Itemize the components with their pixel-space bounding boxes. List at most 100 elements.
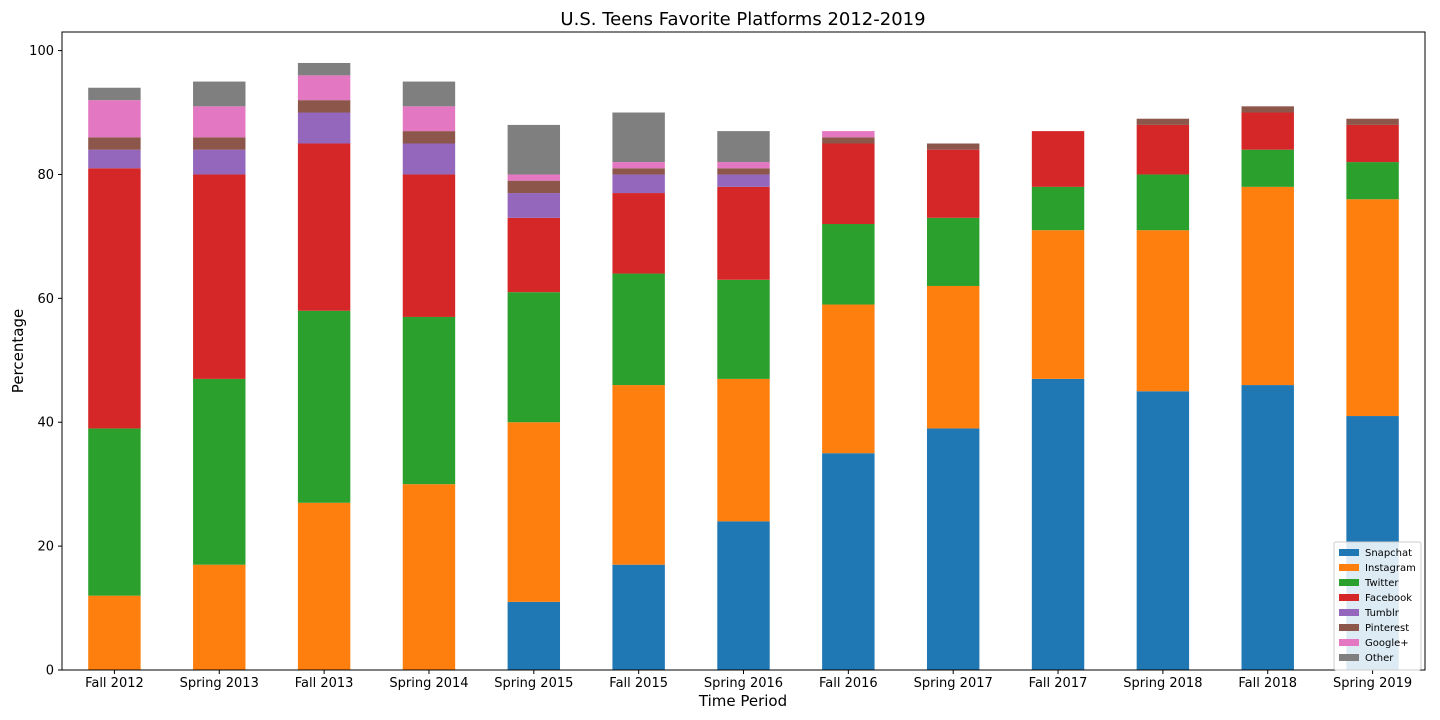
bar-segment-facebook-2 (297, 143, 351, 311)
legend-label: Instagram (1365, 563, 1416, 574)
legend-label: Twitter (1364, 578, 1399, 589)
bar-segment-snapchat-8 (926, 428, 980, 670)
x-tick-label: Spring 2013 (180, 676, 259, 691)
bar-segment-instagram-8 (926, 285, 980, 429)
bar-segment-twitter-4 (507, 292, 561, 423)
bar-segment-instagram-5 (612, 385, 665, 565)
bar-segment-tumblr-6 (717, 174, 770, 187)
legend-box (1333, 541, 1422, 671)
bar-segment-tumblr-3 (402, 143, 456, 175)
bars-group (88, 62, 1399, 670)
bar-segment-pinterest-11 (1241, 106, 1294, 113)
bar-segment-google--0 (88, 100, 141, 138)
y-axis-label: Percentage (9, 309, 27, 393)
bar-segment-tumblr-2 (297, 112, 351, 144)
x-tick-label: Fall 2016 (819, 676, 878, 691)
bar-segment-other-1 (193, 81, 246, 107)
bar-segment-snapchat-7 (822, 453, 875, 670)
legend-label: Other (1365, 653, 1394, 664)
bar-segment-other-5 (612, 112, 665, 163)
bar-segment-twitter-6 (717, 279, 770, 379)
bar-segment-snapchat-10 (1136, 391, 1190, 670)
legend: Snapchat Instagram Twitter Facebook Tumblr Pi… (1333, 541, 1422, 671)
x-tick-label: Spring 2018 (1123, 676, 1202, 691)
bar-segment-google--5 (612, 162, 665, 169)
bar-segment-instagram-11 (1241, 186, 1294, 386)
x-tick-label: Spring 2015 (494, 676, 573, 691)
bar-segment-twitter-10 (1136, 174, 1190, 231)
bar-segment-instagram-7 (822, 304, 875, 454)
bar-segment-twitter-8 (926, 217, 980, 286)
bar-segment-pinterest-10 (1136, 118, 1190, 125)
bar-segment-facebook-6 (717, 186, 770, 280)
legend-swatch-instagram (1339, 564, 1359, 571)
y-tick-label: 0 (46, 664, 54, 679)
bar-segment-other-3 (402, 81, 456, 107)
bar-segment-twitter-12 (1346, 162, 1399, 200)
y-tick-label: 40 (37, 416, 54, 431)
bar-segment-twitter-3 (402, 316, 456, 485)
bar-segment-tumblr-5 (612, 174, 665, 194)
bar-segment-pinterest-5 (612, 168, 665, 175)
y-tick-label: 100 (29, 44, 54, 59)
bar-segment-pinterest-7 (822, 137, 875, 144)
bar-segment-facebook-12 (1346, 124, 1399, 163)
bar-segment-instagram-2 (297, 502, 351, 670)
legend-label: Google+ (1365, 638, 1409, 649)
bar-segment-snapchat-5 (612, 564, 665, 670)
legend-label: Tumblr (1364, 608, 1400, 619)
y-tick-label: 80 (37, 168, 54, 183)
x-tick-label: Fall 2013 (295, 676, 354, 691)
bar-segment-instagram-12 (1346, 199, 1399, 417)
bar-segment-google--4 (507, 174, 561, 181)
y-tick-label: 60 (37, 292, 54, 307)
bar-segment-instagram-4 (507, 422, 561, 602)
bar-segment-google--3 (402, 106, 456, 132)
bar-segment-other-0 (88, 87, 141, 101)
bar-segment-google--1 (193, 106, 246, 138)
bar-segment-facebook-1 (193, 174, 246, 379)
legend-swatch-google- (1339, 639, 1359, 646)
bar-segment-facebook-8 (926, 149, 980, 218)
x-tick-label: Spring 2014 (389, 676, 468, 691)
bar-segment-google--6 (717, 162, 770, 169)
x-tick-label: Fall 2015 (609, 676, 668, 691)
bar-segment-pinterest-0 (88, 137, 141, 150)
legend-label: Facebook (1365, 593, 1412, 604)
legend-swatch-other (1339, 654, 1359, 661)
legend-swatch-twitter (1339, 579, 1359, 586)
bar-segment-instagram-6 (717, 378, 770, 522)
bar-segment-tumblr-1 (193, 149, 246, 175)
x-tick-label: Spring 2017 (914, 676, 993, 691)
x-tick-label: Spring 2016 (704, 676, 783, 691)
x-tick-label: Spring 2019 (1333, 676, 1412, 691)
x-axis-label: Time Period (698, 692, 787, 710)
bar-segment-other-2 (297, 62, 351, 76)
bar-segment-twitter-0 (88, 428, 141, 596)
legend-swatch-snapchat (1339, 549, 1359, 556)
bar-segment-other-6 (717, 131, 770, 163)
bar-segment-pinterest-6 (717, 168, 770, 175)
x-axis-ticks: Fall 2012 Spring 2013 Fall 2013 Spring 2014… (85, 670, 1412, 691)
bar-segment-twitter-2 (297, 310, 351, 503)
bar-segment-instagram-3 (402, 484, 456, 670)
bar-segment-pinterest-3 (402, 131, 456, 144)
bar-segment-facebook-9 (1031, 131, 1085, 187)
bar-segment-twitter-11 (1241, 149, 1294, 187)
bar-segment-twitter-1 (193, 378, 246, 565)
bar-segment-facebook-10 (1136, 124, 1190, 175)
legend-label: Snapchat (1365, 548, 1412, 559)
bar-segment-twitter-7 (822, 224, 875, 305)
bar-segment-facebook-7 (822, 143, 875, 225)
bar-segment-tumblr-0 (88, 149, 141, 169)
bar-segment-twitter-5 (612, 273, 665, 386)
bar-segment-facebook-0 (88, 168, 141, 429)
bar-segment-instagram-1 (193, 564, 246, 670)
bar-segment-pinterest-1 (193, 137, 246, 150)
y-tick-label: 20 (37, 540, 54, 555)
bar-segment-facebook-3 (402, 174, 456, 317)
x-tick-label: Fall 2017 (1029, 676, 1088, 691)
x-tick-label: Fall 2018 (1238, 676, 1297, 691)
bar-segment-pinterest-12 (1346, 118, 1399, 125)
